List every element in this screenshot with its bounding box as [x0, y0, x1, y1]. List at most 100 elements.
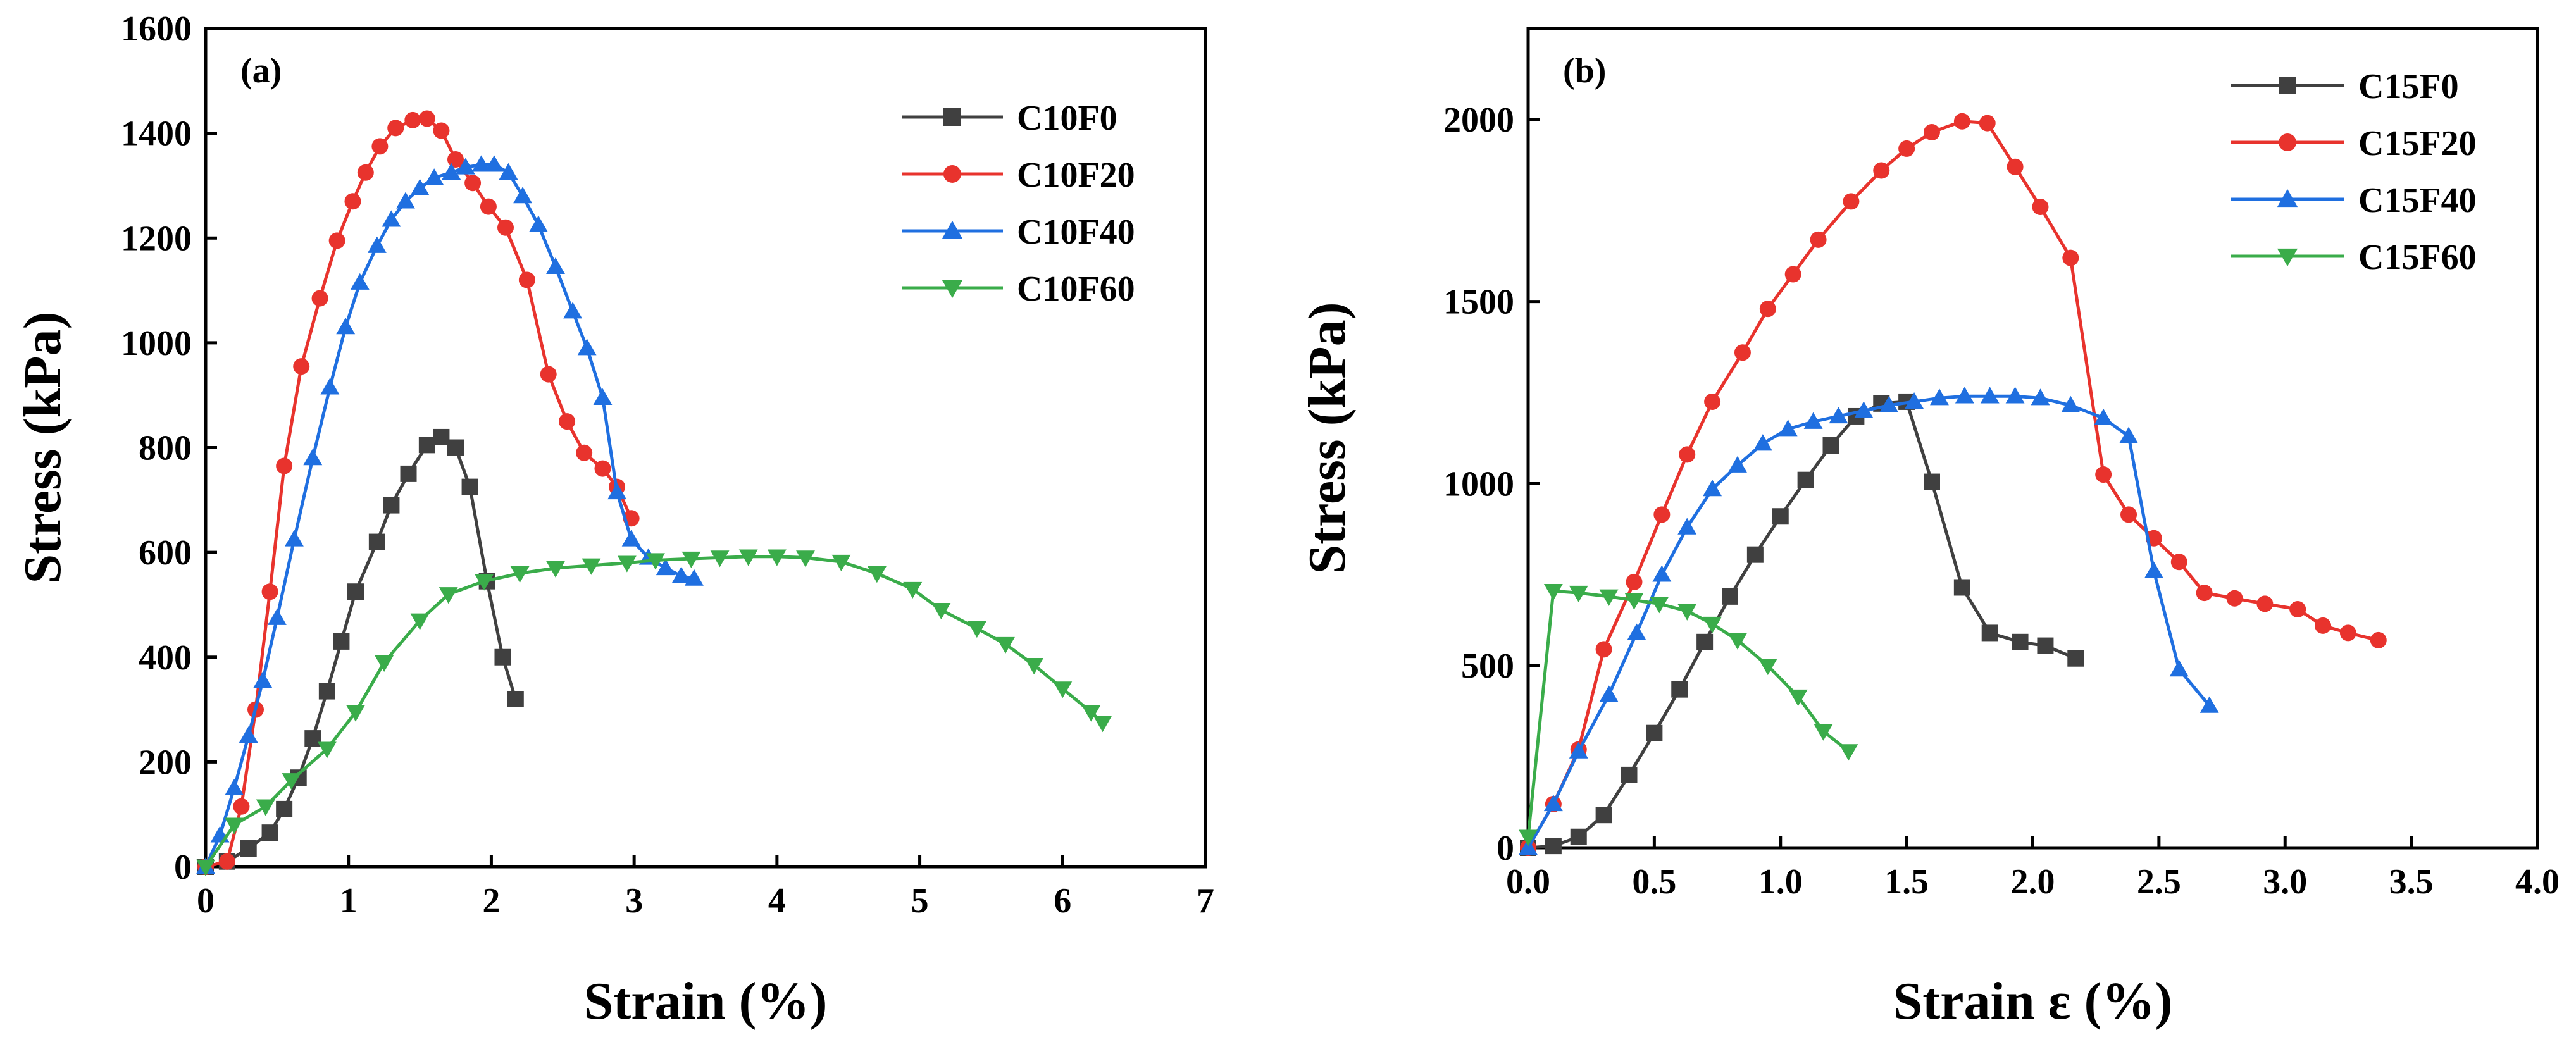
- data-point: [1843, 193, 1860, 210]
- data-point: [253, 671, 273, 688]
- data-point: [1703, 480, 1722, 497]
- data-point: [1898, 140, 1915, 157]
- data-point: [410, 178, 430, 195]
- data-point: [1734, 344, 1751, 361]
- data-point: [621, 530, 641, 547]
- data-point: [1519, 829, 1538, 847]
- y-tick-label: 1000: [1443, 464, 1514, 504]
- data-point: [404, 111, 421, 128]
- data-point: [518, 271, 535, 288]
- data-point: [1519, 838, 1538, 855]
- data-point: [540, 366, 557, 383]
- data-point: [239, 726, 258, 743]
- x-tick-label: 0.0: [1506, 862, 1550, 902]
- data-point: [1822, 437, 1839, 454]
- data-point: [996, 636, 1015, 654]
- legend-marker: [942, 220, 963, 239]
- data-point: [383, 497, 400, 514]
- data-point: [396, 192, 415, 209]
- data-point: [1784, 266, 1801, 283]
- legend-marker: [2279, 77, 2296, 94]
- data-point: [1924, 473, 1940, 490]
- data-point: [225, 778, 244, 795]
- data-point: [1953, 113, 1970, 130]
- series-line: [204, 555, 1104, 868]
- data-point: [1803, 412, 1823, 429]
- data-point: [1652, 565, 1672, 582]
- data-point: [336, 318, 356, 335]
- data-point: [2315, 617, 2332, 634]
- panel-label: (a): [240, 51, 282, 90]
- legend-marker: [943, 108, 961, 126]
- data-point: [2061, 395, 2081, 412]
- data-point: [1627, 623, 1646, 640]
- legend-label: C15F60: [2358, 238, 2477, 277]
- data-point: [576, 444, 593, 461]
- data-point: [559, 413, 576, 430]
- x-tick-label: 3.5: [2389, 862, 2434, 902]
- data-point: [1854, 401, 1874, 418]
- legend-label: C10F60: [1017, 270, 1135, 309]
- data-point: [1599, 589, 1619, 606]
- y-tick-label: 200: [139, 743, 192, 782]
- panel-label: (b): [1563, 51, 1606, 90]
- data-point: [1595, 807, 1612, 824]
- data-point: [1746, 546, 1764, 563]
- data-point: [2032, 199, 2049, 216]
- data-point: [617, 555, 637, 573]
- legend-marker: [2279, 133, 2296, 151]
- data-point: [261, 824, 278, 841]
- data-point: [1093, 716, 1112, 733]
- plot-frame: [204, 27, 1207, 869]
- data-point: [456, 158, 475, 175]
- x-tick-label: 1.0: [1758, 862, 1803, 902]
- data-point: [2170, 554, 2187, 571]
- data-point: [577, 338, 597, 356]
- y-tick-label: 0: [174, 848, 192, 887]
- data-point: [218, 853, 235, 870]
- data-point: [367, 236, 387, 253]
- data-point: [267, 608, 287, 625]
- data-point: [382, 210, 401, 227]
- data-point: [710, 550, 730, 568]
- data-point: [1703, 616, 1722, 633]
- data-point: [2037, 637, 2054, 654]
- data-point: [796, 550, 815, 568]
- data-point: [1758, 659, 1777, 676]
- data-point: [1829, 407, 1848, 424]
- data-point: [738, 549, 758, 566]
- data-point: [867, 566, 887, 583]
- x-axis-title: Strain (%): [584, 972, 828, 1031]
- data-point: [593, 388, 613, 406]
- data-point: [1759, 301, 1776, 318]
- data-point: [447, 151, 464, 168]
- data-point: [410, 613, 430, 630]
- data-point: [304, 730, 321, 747]
- series-line: [1526, 589, 1850, 837]
- data-point: [1624, 593, 1644, 610]
- data-point: [1595, 641, 1612, 658]
- data-point: [2200, 696, 2219, 713]
- data-point: [1753, 434, 1772, 451]
- data-point: [1924, 124, 1940, 141]
- y-axis-title: Stress (kPa): [1298, 302, 1357, 574]
- data-point: [318, 683, 335, 700]
- x-tick-label: 2.5: [2137, 862, 2181, 902]
- data-point: [2120, 506, 2137, 523]
- data-point: [347, 583, 364, 600]
- data-point: [1979, 115, 1996, 132]
- legend-label: C10F40: [1017, 213, 1135, 252]
- legend-item: C15F60: [2231, 238, 2477, 277]
- data-point: [1728, 633, 1747, 650]
- data-point: [1677, 518, 1697, 535]
- legend-label: C15F40: [2358, 181, 2477, 220]
- x-tick-label: 6: [1054, 881, 1071, 921]
- data-point: [510, 566, 530, 583]
- y-tick-label: 1600: [121, 9, 192, 49]
- data-point: [684, 569, 704, 586]
- data-point: [475, 574, 494, 591]
- data-point: [2169, 660, 2189, 677]
- data-point: [1704, 393, 1721, 410]
- data-point: [1930, 388, 1949, 406]
- data-point: [418, 110, 435, 127]
